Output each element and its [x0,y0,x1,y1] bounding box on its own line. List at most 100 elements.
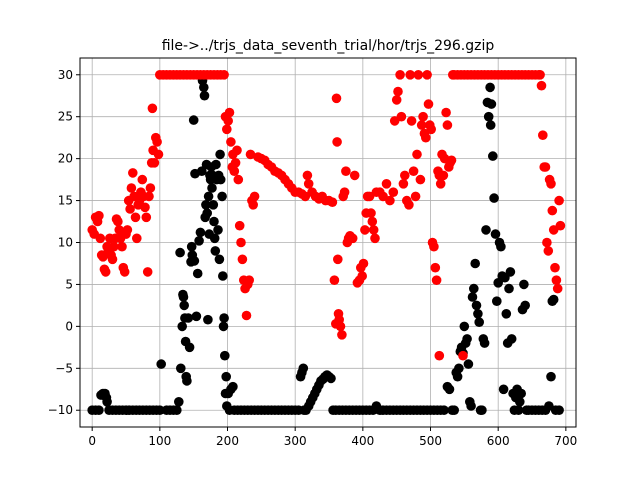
series-1-point [470,258,481,269]
series-2-point [367,216,378,227]
series-1-point [199,82,209,93]
series-2-point [302,170,313,181]
series-1-point [546,371,556,382]
series-1-point [506,334,517,344]
series-1-point [466,401,476,411]
series-2-point [333,254,343,265]
x-tick-label: 0 [88,434,96,448]
series-2-point [385,195,395,206]
series-1-point [504,283,514,294]
series-2-point [303,179,314,189]
series-2-point [435,179,446,189]
series-2-point [233,174,244,185]
series-1-point [175,247,185,258]
series-1-point [219,313,229,323]
series-1-point [515,397,525,407]
series-2-point [434,350,445,361]
series-1-point [439,405,449,416]
series-1-point [467,292,478,302]
series-2-point [393,86,403,97]
y-tick-label: 20 [58,152,73,166]
series-2-point [415,174,426,185]
series-1-point [519,279,529,290]
series-1-point [481,225,491,235]
series-1-point [188,115,199,125]
series-2-point [249,191,260,202]
series-2-point [418,111,428,122]
series-2-point [391,95,402,105]
series-2-point [130,212,141,223]
series-2-point [95,233,106,244]
series-2-point [438,170,449,181]
series-2-point [337,330,347,340]
x-axis: 0 100 200 300 400 500 600 700 [88,427,577,448]
series-1-point [489,193,499,203]
series-2-point [357,271,368,281]
series-2-point [552,283,563,294]
series-2-point [349,170,360,181]
series-1-point [218,271,228,281]
series-2-point [125,204,135,214]
series-1-point [454,363,464,374]
y-tick-label: 5 [65,277,73,291]
series-2-point [245,149,256,160]
x-tick-label: 100 [148,434,171,448]
series-2-point [244,275,254,286]
series-1-point [203,314,213,325]
series-1-point [209,216,219,227]
series-1-point [520,300,530,311]
series-1-point [199,90,210,101]
series-2-point [137,174,148,185]
series-2-point [222,124,232,135]
series-1-point [202,208,212,218]
series-2-point [109,241,119,252]
series-1-point [174,397,184,407]
series-2-point [360,225,370,235]
series-2-point [145,183,156,193]
series-2-point [341,166,351,176]
series-2-point [422,70,432,80]
y-tick-label: 10 [58,236,73,250]
series-2-point [458,350,468,361]
series-2-point [381,179,392,189]
series-1-point [474,317,485,328]
series-2-point [329,275,340,286]
series-1-point [184,342,195,353]
series-2-point [400,170,410,181]
series-1-point [444,384,455,395]
series-2-point [224,107,235,118]
x-tick-label: 500 [419,434,442,448]
series-1-point [486,99,497,109]
data-points [87,70,566,416]
series-2-point [358,258,369,269]
series-1-point [210,246,221,256]
series-2-point [429,241,439,252]
y-tick-label: 15 [58,194,73,208]
series-2-point [388,187,399,197]
series-1-point [459,321,470,332]
series-1-point [203,191,214,202]
series-2-point [398,179,409,189]
series-2-point [237,254,248,265]
series-2-point [441,107,451,118]
series-2-point [395,70,405,80]
series-2-point [141,212,152,223]
series-2-point [232,145,242,156]
series-1-point [228,381,238,392]
series-1-point [94,405,104,416]
series-2-point [416,120,427,130]
series-2-point [230,158,241,168]
series-1-point [554,405,564,416]
series-2-point [431,275,442,286]
series-1-point [207,183,217,193]
series-2-point [128,168,138,178]
series-1-point [102,397,112,407]
series-2-point [538,130,548,140]
series-1-point [215,174,226,185]
series-1-point [183,313,194,323]
series-2-point [144,191,154,202]
series-1-point [463,359,474,369]
series-1-point [488,151,498,161]
series-1-point [501,309,512,319]
